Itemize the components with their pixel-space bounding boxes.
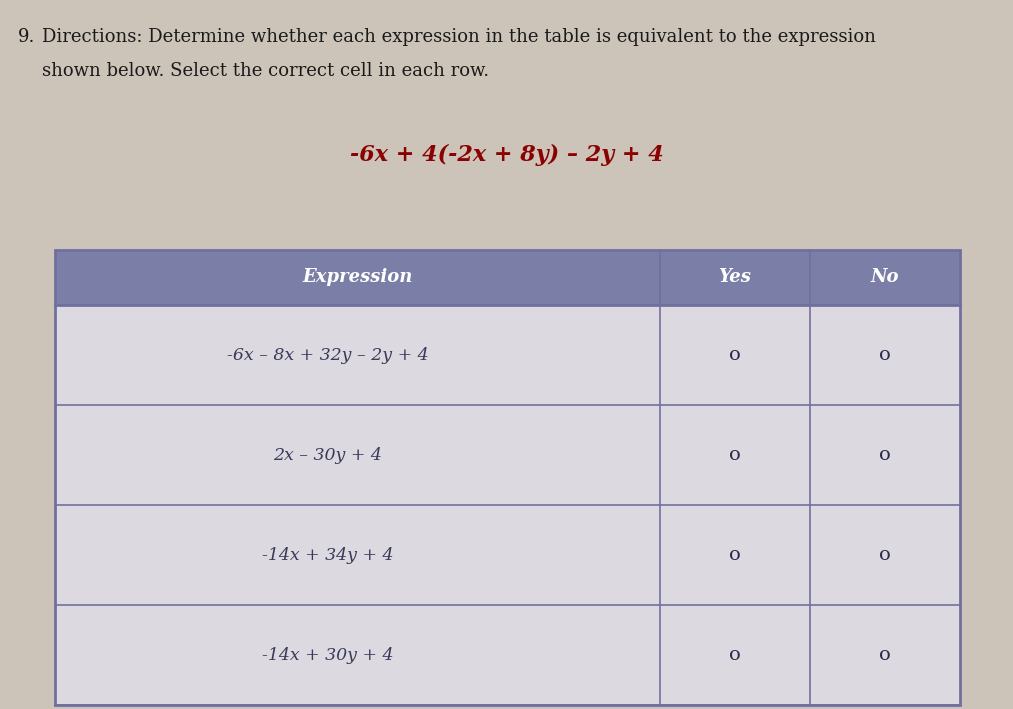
Bar [55,505,960,605]
Text: o: o [729,646,741,664]
Bar [55,605,960,705]
Text: shown below. Select the correct cell in each row.: shown below. Select the correct cell in … [42,62,489,80]
Text: -6x + 4(-2x + 8y) – 2y + 4: -6x + 4(-2x + 8y) – 2y + 4 [349,144,664,166]
Text: Expression: Expression [302,269,412,286]
Text: -6x – 8x + 32y – 2y + 4: -6x – 8x + 32y – 2y + 4 [227,347,428,364]
Text: -14x + 30y + 4: -14x + 30y + 4 [261,647,393,664]
Bar [55,305,960,405]
Bar [55,405,960,505]
Text: o: o [729,546,741,564]
Text: o: o [729,446,741,464]
Text: o: o [879,446,890,464]
Text: o: o [729,346,741,364]
Text: -14x + 34y + 4: -14x + 34y + 4 [261,547,393,564]
Text: o: o [879,346,890,364]
Text: No: No [871,269,900,286]
Text: 2x – 30y + 4: 2x – 30y + 4 [274,447,382,464]
Text: 9.: 9. [18,28,35,46]
Bar [55,250,960,305]
Text: o: o [879,646,890,664]
Text: Directions: Determine whether each expression in the table is equivalent to the : Directions: Determine whether each expre… [42,28,876,46]
Bar [55,250,960,705]
Text: Yes: Yes [718,269,752,286]
Text: o: o [879,546,890,564]
